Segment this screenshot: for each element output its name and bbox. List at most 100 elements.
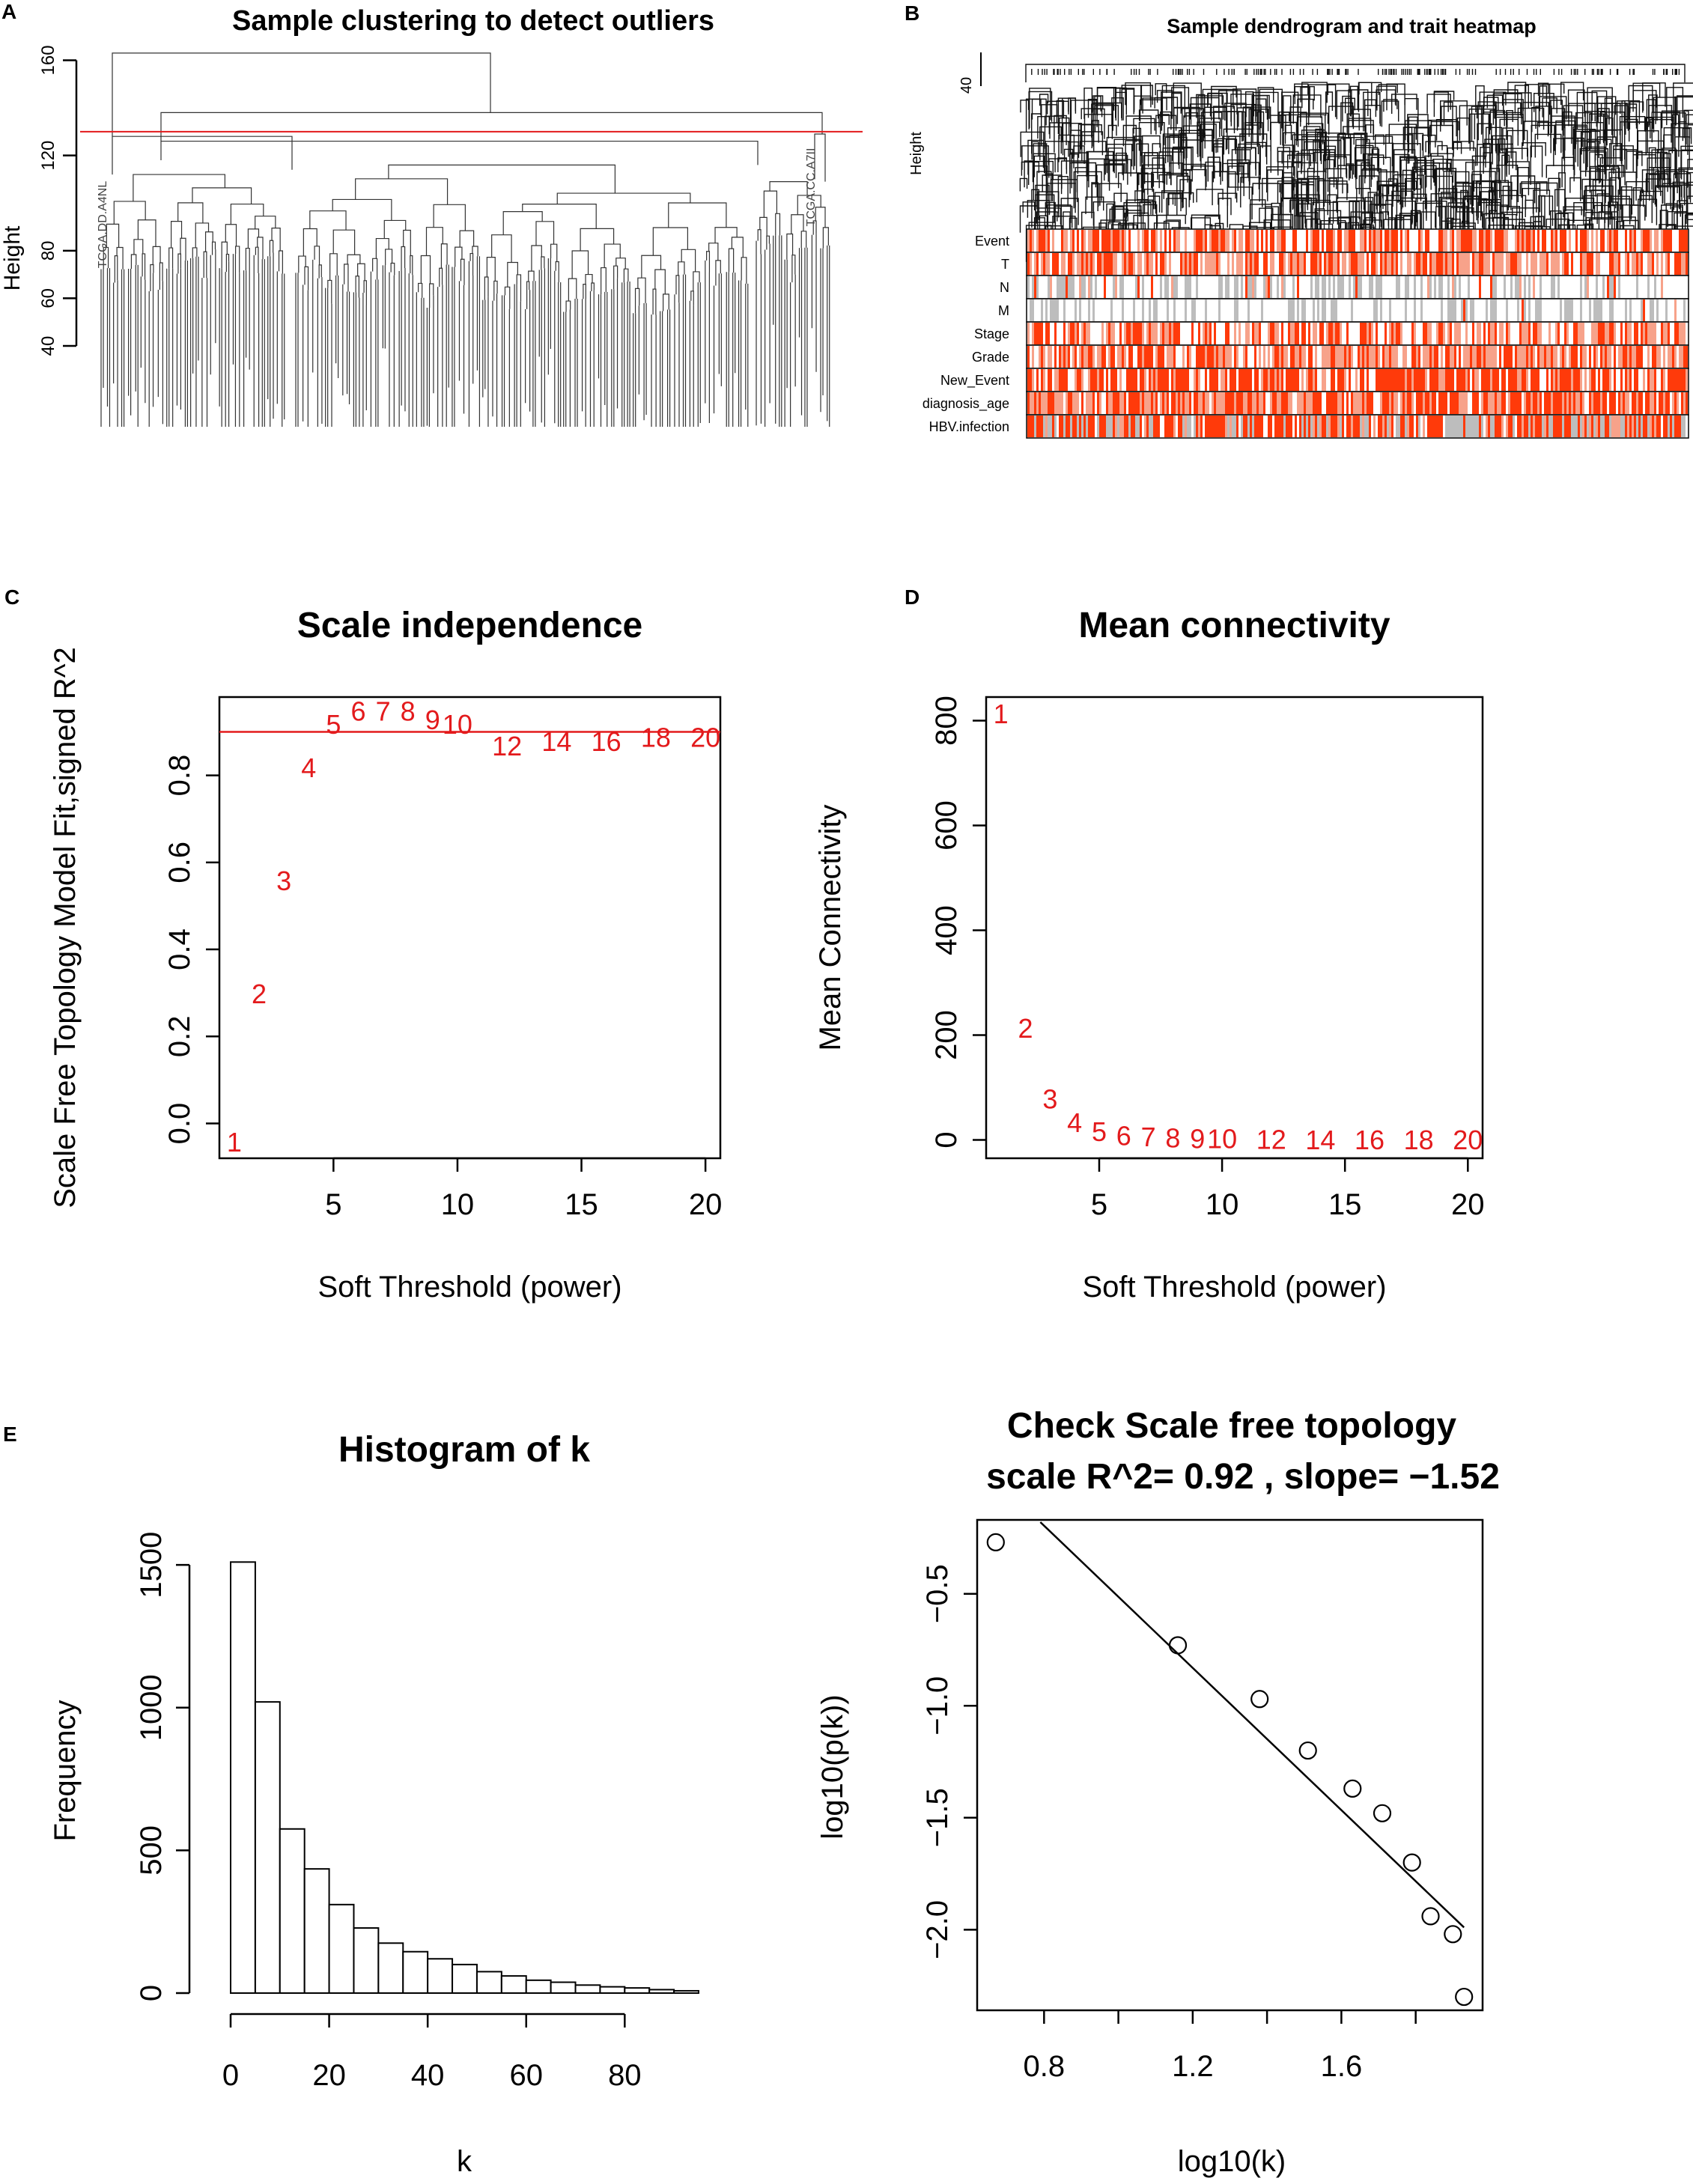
chart-b-heatmap-cell: [1510, 346, 1513, 368]
chart-b-heatmap-cell: [1495, 323, 1497, 344]
chart-b-heatmap-cell: [1564, 392, 1566, 414]
chart-b-heatmap-cell: [1030, 392, 1032, 414]
chart-b-heatmap-cell: [1252, 416, 1254, 437]
chart-b-heatmap-cell: [1526, 392, 1528, 414]
chart-b-heatmap-cell: [1036, 253, 1039, 275]
chart-b-heatmap-cell: [1265, 253, 1268, 275]
chart-b-heatmap-cell: [1465, 416, 1468, 437]
chart-b-heatmap-cell: [1337, 346, 1340, 368]
chart-d-y-tick-label: 800: [930, 696, 963, 746]
chart-b-heatmap-cell: [1310, 346, 1313, 368]
chart-b-heatmap-cell: [1593, 346, 1596, 368]
chart-b-dendrogram-link: [1416, 202, 1443, 222]
chart-b-dendrogram-link: [1294, 194, 1320, 226]
chart-c-y-tick-label: 0.0: [163, 1103, 196, 1145]
chart-b-heatmap-cell: [1405, 230, 1407, 252]
chart-b-heatmap-cell: [1337, 369, 1340, 391]
chart-b-heatmap-cell: [1551, 392, 1553, 414]
chart-b-heatmap-cell: [1425, 253, 1427, 275]
chart-b-heatmap-cell: [1483, 392, 1486, 414]
chart-b-heatmap-cell: [1032, 323, 1034, 344]
chart-c-point-label: 2: [252, 979, 267, 1009]
chart-b-dendrogram-link: [1433, 91, 1455, 103]
chart-b-heatmap-cell: [1589, 253, 1591, 275]
chart-b-heatmap-cell: [1054, 416, 1057, 437]
chart-b-dendrogram-link: [1283, 172, 1293, 198]
chart-b-heatmap-cell: [1115, 416, 1117, 437]
chart-b-heatmap-cell: [1142, 369, 1144, 391]
chart-b-heatmap-cell: [1131, 253, 1133, 275]
chart-b-heatmap-cell: [1326, 392, 1328, 414]
chart-b-heatmap-cell: [1221, 369, 1223, 391]
chart-b-heatmap-cell: [1218, 416, 1221, 437]
chart-b-dendrogram-link: [1328, 106, 1355, 135]
chart-b-heatmap-cell: [1396, 323, 1398, 344]
chart-b-dendrogram-link: [1069, 162, 1097, 194]
chart-b-heatmap-cell: [1620, 323, 1623, 344]
chart-b-dendrogram-link: [1683, 109, 1693, 139]
chart-b-heatmap-cell: [1039, 392, 1041, 414]
chart-b-heatmap-cell: [1310, 276, 1313, 298]
chart-b-heatmap-cell: [1283, 276, 1286, 298]
chart-b-dendrogram-link: [1633, 187, 1642, 205]
chart-b-dendrogram-link: [1486, 204, 1508, 216]
chart-e1-bar: [377, 1942, 404, 1994]
chart-b-dendrogram-link: [1584, 111, 1606, 149]
chart-a-dendrogram-link: [568, 278, 577, 302]
chart-b-heatmap-cell: [1194, 369, 1196, 391]
chart-b-heatmap-cell: [1245, 346, 1247, 368]
chart-b-heatmap-cell: [1108, 416, 1110, 437]
chart-b-dendrogram-link: [1600, 103, 1621, 117]
chart-e2-fit-line: [1039, 1521, 1465, 1929]
chart-b-heatmap-cell: [1506, 253, 1508, 275]
chart-b-heatmap-cell: [1075, 323, 1077, 344]
chart-b-heatmap-cell: [1142, 346, 1144, 368]
chart-b-heatmap-cell: [1376, 346, 1378, 368]
chart-b-heatmap-cell: [1432, 416, 1434, 437]
chart-b-heatmap-cell: [1292, 253, 1295, 275]
chart-b-heatmap-cell: [1216, 253, 1218, 275]
chart-b-heatmap-cell: [1416, 369, 1418, 391]
chart-b-heatmap-cell: [1261, 416, 1263, 437]
chart-b-heatmap-cell: [1205, 323, 1207, 344]
chart-b-heatmap-cell: [1522, 299, 1524, 321]
chart-b-heatmap-cell: [1205, 346, 1207, 368]
chart-e1-x-tick-label: 40: [411, 2059, 445, 2092]
chart-b-heatmap-cell: [1135, 276, 1137, 298]
chart-b-dendrogram-link: [1364, 197, 1374, 229]
chart-b-heatmap-cell: [1045, 392, 1048, 414]
chart-b-heatmap-cell: [1146, 346, 1149, 368]
chart-b-heatmap-cell: [1468, 276, 1470, 298]
chart-b-dendrogram-link: [1525, 199, 1534, 217]
chart-e1-bar: [475, 1971, 502, 1994]
chart-b-heatmap-cell: [1306, 369, 1308, 391]
chart-b-dendrogram-link: [1104, 163, 1125, 175]
chart-b-dendrogram-link: [1407, 114, 1429, 143]
chart-b-heatmap-cell: [1668, 392, 1670, 414]
chart-b-heatmap-cell: [1110, 230, 1113, 252]
chart-a-dendrogram-link: [347, 254, 361, 264]
chart-b-dendrogram-link: [1152, 143, 1161, 156]
chart-b-heatmap-cell: [1308, 369, 1310, 391]
chart-b-dendrogram-link: [1616, 100, 1626, 141]
chart-b-heatmap-cell: [1533, 346, 1535, 368]
chart-b-heatmap-cell: [1589, 416, 1591, 437]
chart-b-heatmap-cell: [1539, 392, 1542, 414]
chart-b-heatmap-cell: [1099, 392, 1101, 414]
chart-b-heatmap-cell: [1104, 230, 1106, 252]
chart-b-heatmap-cell: [1557, 276, 1560, 298]
chart-b-dendrogram-link: [1619, 116, 1646, 136]
chart-b-dendrogram-link: [1156, 214, 1186, 227]
chart-b-heatmap-cell: [1061, 253, 1063, 275]
chart-b-heatmap-cell: [1131, 369, 1133, 391]
chart-b-heatmap-cell: [1241, 230, 1243, 252]
chart-b-heatmap-cell: [1571, 346, 1573, 368]
chart-b-heatmap-cell: [1531, 346, 1533, 368]
chart-b-heatmap-cell: [1095, 276, 1097, 298]
chart-b-heatmap-cell: [1092, 392, 1095, 414]
chart-b-heatmap-cell: [1059, 369, 1061, 391]
chart-b-heatmap-cell: [1234, 392, 1236, 414]
chart-b-heatmap-cell: [1528, 230, 1531, 252]
chart-b-dendrogram-link: [1057, 176, 1069, 213]
chart-b-heatmap-cell: [1205, 392, 1207, 414]
